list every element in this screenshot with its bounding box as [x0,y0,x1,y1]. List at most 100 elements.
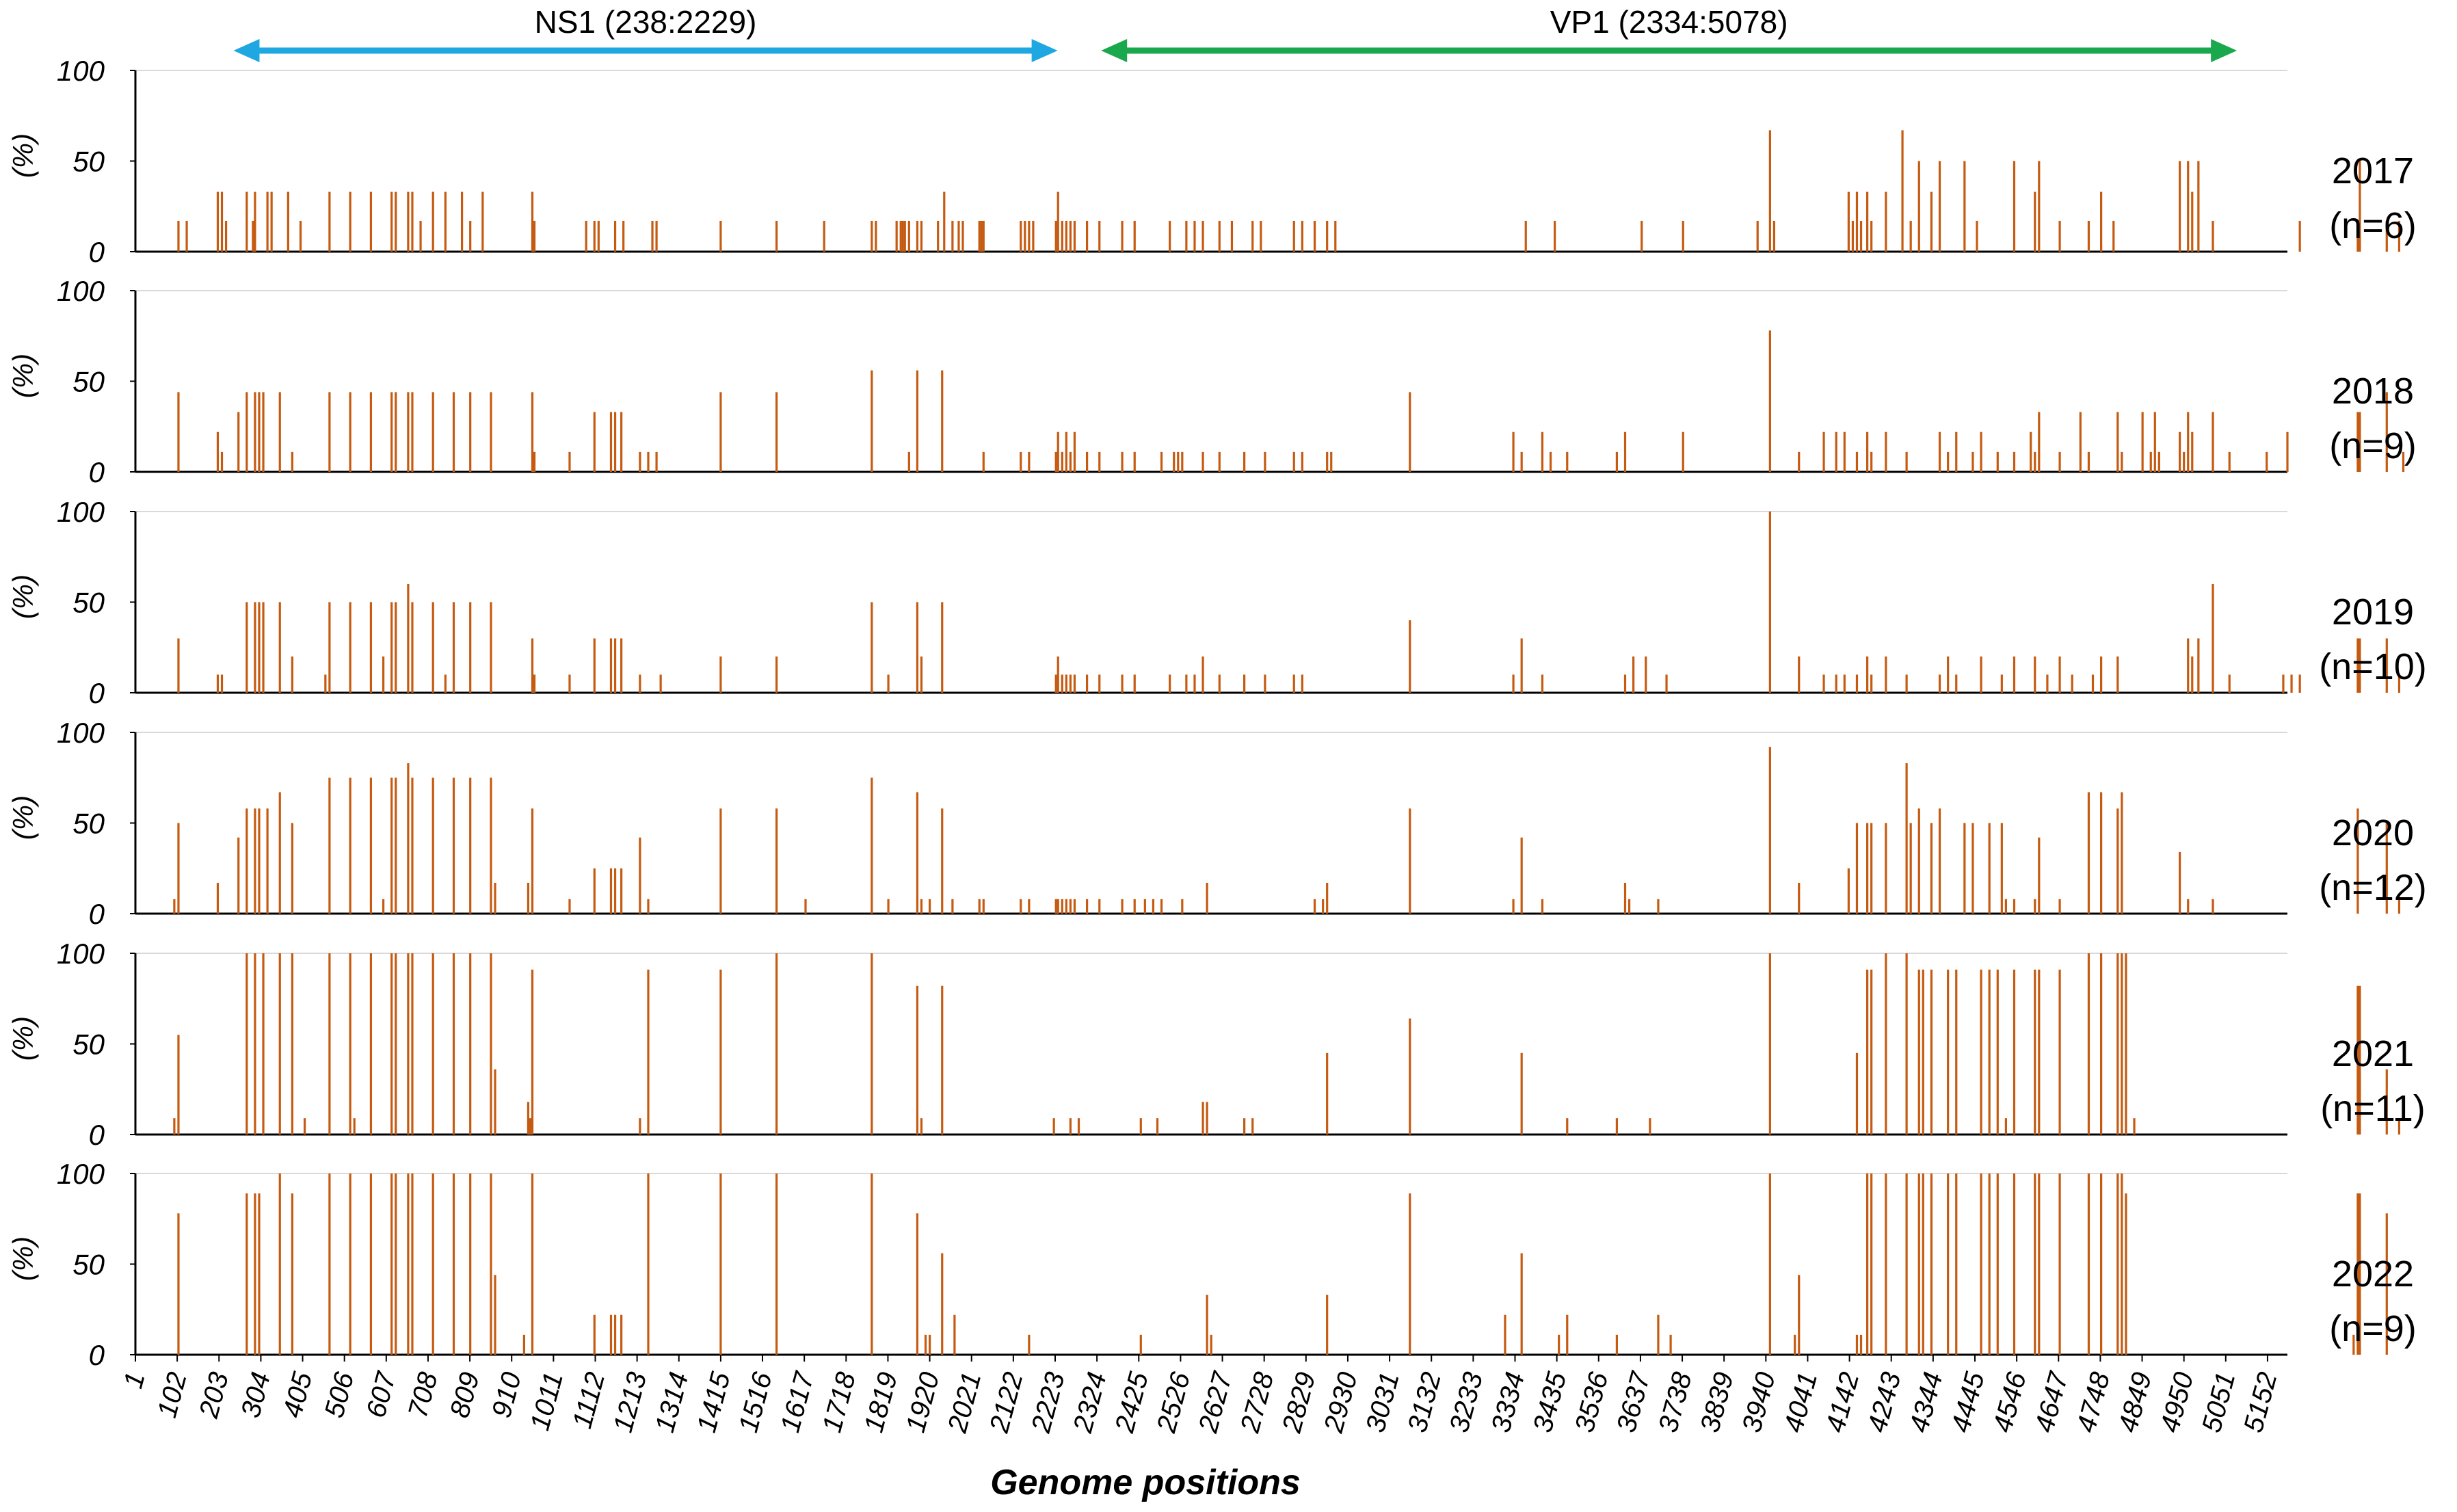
panel-2020: 100 50 0 (%) 2020 (n=12) [7,717,2427,930]
bar [871,953,873,1135]
bar [349,953,351,1135]
bar [1885,656,1887,693]
bar [1201,451,1204,472]
bar [369,392,373,472]
y-axis-label: (%) [7,795,39,840]
bar [2356,1193,2359,1355]
bar-series [177,330,2405,472]
bar [431,602,434,693]
bar [620,638,623,693]
bar [719,969,722,1135]
bar [369,191,373,252]
bar [328,1173,331,1355]
bar [2038,969,2041,1135]
bar [1177,451,1180,472]
bar [1955,1173,1958,1355]
bar [1623,882,1627,914]
bar [775,220,778,252]
bar [609,638,613,693]
bar [1866,823,1869,914]
bar [469,953,472,1135]
bar [490,1173,492,1355]
bar [395,392,397,472]
panel-count-label: (n=6) [2329,205,2417,246]
panel-2019: 100 50 0 (%) 2019 (n=10) [7,496,2427,709]
bar [1409,1018,1411,1135]
bar [1938,432,1941,472]
bar [245,602,248,693]
bar [224,220,228,252]
bar [941,370,944,472]
panel-2018: 100 50 0 (%) 2018 (n=9) [7,275,2417,488]
bar [299,220,302,252]
bar [2191,191,2194,252]
bar [1028,1334,1031,1355]
bar [2356,808,2359,914]
bar [1855,823,1859,914]
bar [254,808,256,914]
x-axis-title: Genome positions [990,1463,1301,1502]
bar [1870,220,1873,252]
bar [1524,220,1527,252]
bar [875,220,877,252]
bar [1330,451,1333,472]
bar [2157,451,2160,472]
bar [1859,1334,1863,1355]
bar [2179,161,2181,252]
bar [1822,674,1825,693]
bar [1549,451,1552,472]
bar [1855,1052,1859,1135]
bar [1835,674,1837,693]
bar [1558,1334,1560,1355]
bar [1133,451,1136,472]
bar [1541,899,1544,914]
bar [2212,220,2214,252]
bar [431,191,434,252]
bar [1996,969,1999,1135]
bar [291,1193,294,1355]
panel-2021: 100 50 0 (%) 2021 (n=11) [7,938,2426,1151]
bar [2087,220,2090,252]
bar [613,220,617,252]
x-tick-label: 4647 [2029,1368,2074,1435]
bar [1798,882,1801,914]
x-tick-label: 3839 [1695,1369,1740,1435]
bar [1218,451,1221,472]
bar [887,899,890,914]
panel-2022: 100 50 0 (%) 2022 (n=9) [7,1158,2417,1371]
bar [2030,432,2032,472]
bar [1218,220,1221,252]
bar [291,953,294,1135]
x-tick-label: 102 [152,1369,193,1421]
bar [1160,899,1163,914]
bar [2149,451,2152,472]
bar [1859,220,1863,252]
y-tick-label: 100 [57,496,105,528]
bar [2290,674,2293,693]
bar [220,674,224,693]
bar [2013,451,2016,472]
bar [490,602,492,693]
bar [531,969,534,1135]
x-tick-label: 3233 [1444,1369,1489,1435]
bar [719,392,722,472]
bar [2038,1173,2041,1355]
bar [2100,1173,2103,1355]
bar [1870,1173,1873,1355]
bar [1264,451,1266,472]
y-tick-label: 50 [72,366,105,398]
bar [1885,953,1887,1135]
bar [585,220,587,252]
bar [1069,674,1072,693]
bar [2179,851,2181,914]
bar [1201,220,1204,252]
bar [1121,451,1124,472]
bar [1520,1253,1523,1355]
bar [2187,161,2190,252]
bar [245,191,248,252]
bar [444,191,447,252]
bar [1057,899,1059,914]
bar [2058,899,2061,914]
x-tick-label: 708 [403,1368,444,1421]
bar [460,191,464,252]
